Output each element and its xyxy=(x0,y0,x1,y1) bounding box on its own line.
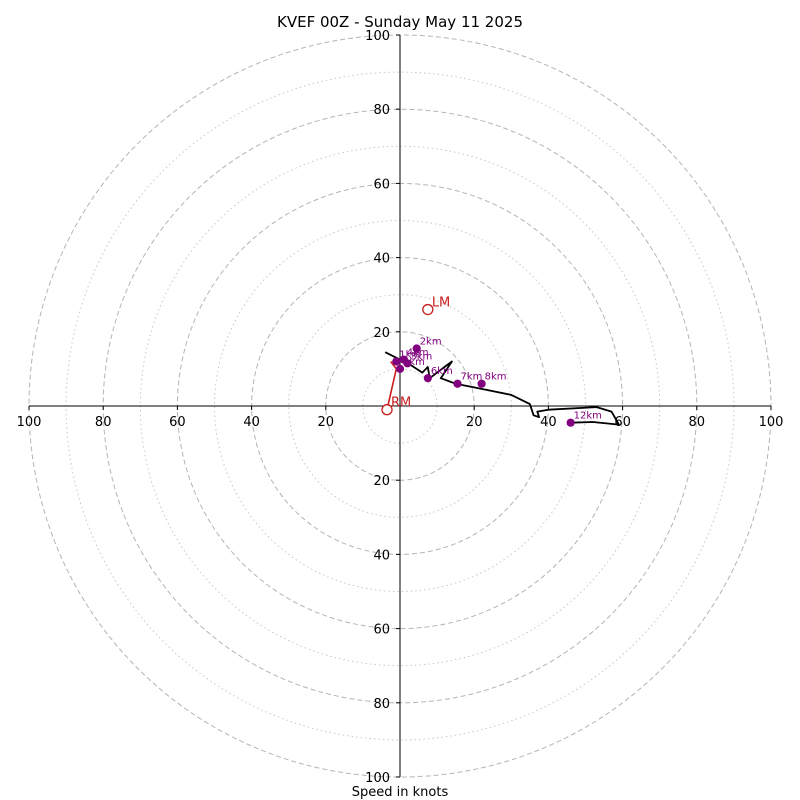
tick-label-top-80: 80 xyxy=(373,103,390,118)
tick-label-top-40: 40 xyxy=(373,252,390,267)
tick-label-bottom-80: 80 xyxy=(373,697,390,712)
tick-label-right-100: 100 xyxy=(759,415,784,430)
tick-label-left-40: 40 xyxy=(243,415,260,430)
tick-label-left-20: 20 xyxy=(318,415,335,430)
tick-label-top-60: 60 xyxy=(373,177,390,192)
storm-marker-rm xyxy=(381,404,393,416)
tick-label-bottom-100: 100 xyxy=(365,771,390,786)
height-label-6km: 6km xyxy=(431,366,453,377)
height-label-8km: 8km xyxy=(485,372,507,383)
height-marker-5km xyxy=(395,364,405,373)
storm-label-lm: LM xyxy=(432,296,450,311)
tick-label-right-20: 20 xyxy=(466,415,483,430)
height-marker-2km xyxy=(412,344,421,353)
tick-label-right-40: 40 xyxy=(540,415,557,430)
x-axis-label: Speed in knots xyxy=(352,785,449,800)
tick-labels: 20 20 20 20 40 40 40 40 60 60 60 60 80 80 80 80 100 100 10… xyxy=(17,29,784,786)
height-label-7km: 7km xyxy=(461,372,483,383)
tick-label-right-60: 60 xyxy=(614,415,631,430)
storm-marker-lm xyxy=(422,303,434,316)
height-marker-1km xyxy=(392,357,401,366)
tick-label-right-80: 80 xyxy=(689,415,706,430)
height-label-4km: 4km xyxy=(407,348,429,359)
tick-label-left-80: 80 xyxy=(95,415,112,430)
tick-label-bottom-60: 60 xyxy=(373,623,390,638)
chart-title: KVEF 00Z - Sunday May 11 2025 xyxy=(277,13,523,31)
tick-label-left-60: 60 xyxy=(169,415,186,430)
height-marker-7km xyxy=(453,379,462,388)
height-marker-8km xyxy=(477,379,486,388)
height-label-2km: 2km xyxy=(420,336,442,347)
height-marker-12km xyxy=(566,418,575,427)
tick-label-bottom-40: 40 xyxy=(373,548,390,563)
height-label-12km: 12km xyxy=(574,411,602,422)
height-label-5km: 5km xyxy=(403,357,425,368)
tick-label-left-100: 100 xyxy=(17,415,42,430)
tick-label-top-20: 20 xyxy=(373,326,390,341)
tick-label-bottom-20: 20 xyxy=(373,474,390,489)
height-label-1km: 1km xyxy=(399,349,421,360)
axes xyxy=(28,34,772,778)
height-marker-6km xyxy=(423,374,432,383)
tick-label-top-100: 100 xyxy=(365,29,390,44)
storm-label-rm: RM xyxy=(391,396,411,411)
height-marker-4km xyxy=(399,355,408,364)
height-label-3km: 3km xyxy=(410,351,432,362)
